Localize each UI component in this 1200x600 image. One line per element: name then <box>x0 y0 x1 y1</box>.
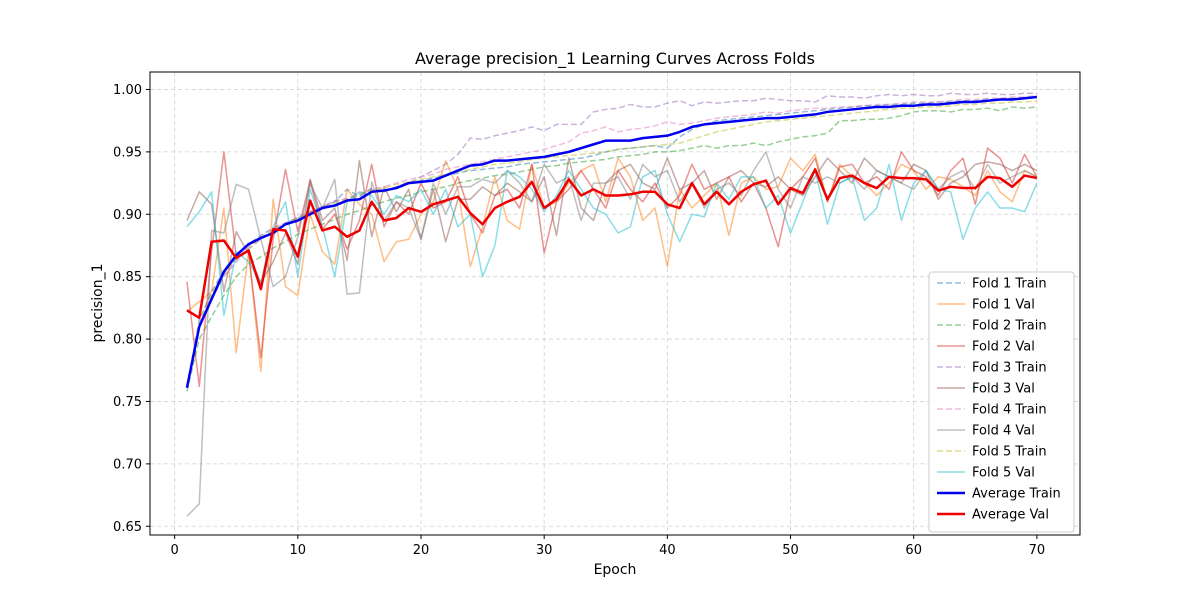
y-axis: 0.65 0.70 0.75 0.80 0.85 0.90 0.95 1.00 <box>113 83 150 535</box>
y-tick-label: 0.70 <box>113 457 142 472</box>
y-axis-label: precision_1 <box>90 263 106 342</box>
legend: Fold 1 Train Fold 1 Val Fold 2 Train Fold 2… <box>928 271 1075 533</box>
x-axis: 0 10 20 30 40 50 60 70 <box>170 535 1045 558</box>
y-tick-label: 0.85 <box>113 270 142 285</box>
series-line-fold-4-val <box>186 151 1038 517</box>
y-tick-label: 0.75 <box>113 395 142 410</box>
series-line-average-train <box>185 95 1038 388</box>
plot-area <box>185 92 1038 517</box>
y-tick-label: 0.95 <box>113 145 142 160</box>
chart-title: Average precision_1 Learning Curves Acro… <box>415 49 815 69</box>
x-tick-label: 10 <box>290 543 307 558</box>
legend-label: Fold 4 Train <box>972 403 1047 418</box>
axes-frame <box>149 71 1081 536</box>
legend-label: Fold 3 Val <box>972 382 1035 397</box>
legend-label: Average Train <box>972 487 1061 502</box>
x-tick-label: 0 <box>170 543 178 558</box>
x-tick-label: 70 <box>1029 543 1046 558</box>
x-tick-label: 30 <box>536 543 553 558</box>
y-tick-label: 0.80 <box>113 333 142 348</box>
series-line-fold-2-val <box>186 147 1038 388</box>
legend-box <box>928 271 1075 533</box>
legend-label: Fold 4 Val <box>972 424 1035 439</box>
series-line-fold-5-val <box>186 163 1038 317</box>
x-axis-label: Epoch <box>594 562 637 578</box>
x-tick-label: 20 <box>413 543 430 558</box>
legend-label: Fold 5 Val <box>972 466 1035 481</box>
y-tick-label: 1.00 <box>113 83 142 98</box>
legend-label: Fold 2 Val <box>972 340 1035 355</box>
y-tick-label: 0.65 <box>113 520 142 535</box>
legend-label: Fold 5 Train <box>972 445 1047 460</box>
x-tick-label: 60 <box>905 543 922 558</box>
x-tick-label: 40 <box>659 543 676 558</box>
y-tick-label: 0.90 <box>113 208 142 223</box>
series-line-fold-4-train <box>186 94 1037 387</box>
legend-label: Fold 3 Train <box>972 361 1047 376</box>
legend-label: Fold 1 Train <box>972 277 1047 292</box>
x-tick-label: 50 <box>782 543 799 558</box>
legend-label: Average Val <box>972 508 1049 523</box>
series-line-average-val <box>186 168 1038 320</box>
grid <box>150 72 1080 535</box>
legend-label: Fold 1 Val <box>972 298 1035 313</box>
legend-label: Fold 2 Train <box>972 319 1047 334</box>
